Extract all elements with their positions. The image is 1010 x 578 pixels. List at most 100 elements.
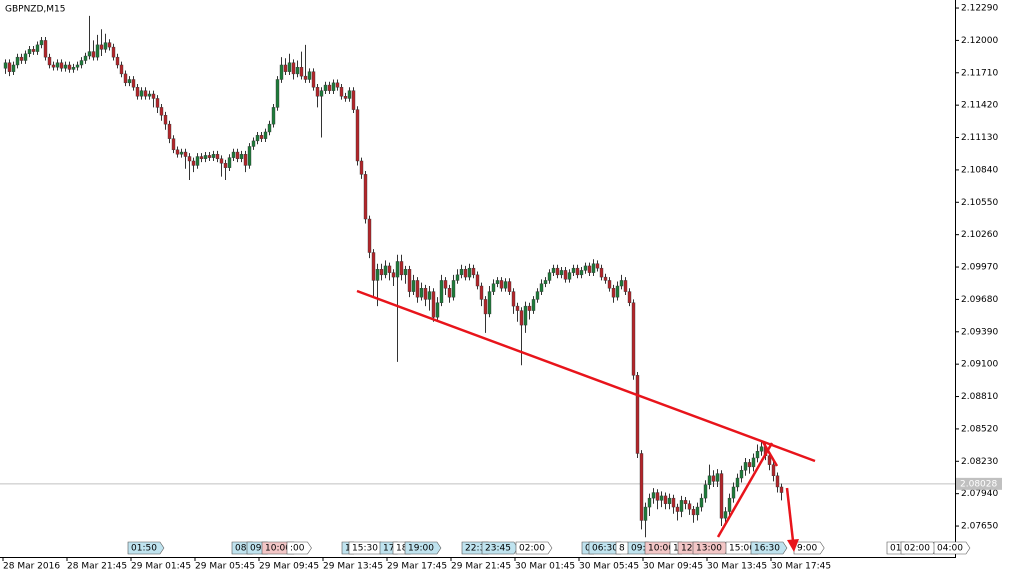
candle-body [7,62,12,72]
event-tag-label: 06:30 [592,544,618,554]
candle-body [479,285,484,300]
candle-body [731,486,736,499]
y-tick-label: 2.10260 [961,230,998,240]
current-price-box [956,477,1002,490]
candle-body [555,267,560,276]
y-tick-label: 2.09970 [961,263,998,273]
candle-body [275,79,280,108]
candle-body [507,281,512,292]
candle-body [659,495,664,501]
candle-body [315,87,320,97]
candle-body [671,497,676,508]
candle-body [775,475,780,488]
y-tick-label: 2.11710 [961,68,998,78]
candle-body [87,51,92,57]
event-tag-label: 02:00 [904,544,930,554]
event-tag: 04:00 [933,541,971,555]
trend-line [761,441,779,467]
candle-body [619,280,624,287]
event-tag-label: 15:00 [729,544,755,554]
candle-body [191,160,196,166]
candle-body [567,272,572,280]
candle-body [399,261,404,276]
candle-body [535,291,540,300]
candle-body [143,90,148,97]
candle-body [443,280,448,289]
candle-body [687,503,692,510]
candle-body [439,280,444,303]
candle-body [135,87,140,97]
event-tag-label: 02:00 [519,544,545,554]
candle-body [647,497,652,508]
event-tag: 23:45 [481,541,519,555]
candle-body [703,484,708,499]
plot: 2.12290 2.12000 2.11710 2.11420 2.11130 2.108… [0,4,1002,572]
candle-body [655,492,660,501]
arrow-head [787,539,799,552]
candle-body [471,267,476,276]
candle-body [83,55,88,61]
candle-body [287,62,292,72]
candle-body [195,156,200,166]
candle-body [219,158,224,164]
candle-body [447,288,452,298]
candle-body [63,64,68,69]
candle-body [607,280,612,289]
candle-body [355,109,360,162]
candle-body [523,305,528,326]
x-tick-label: 29 Mar 17:45 [387,562,447,572]
candle-body [171,138,176,151]
candle-body [495,280,500,284]
candle-body [699,497,704,508]
candle-body [183,151,188,157]
event-tag: 19:00 [404,541,442,555]
candle-body [683,500,688,504]
candle-body [403,269,408,276]
candle-body [615,285,620,298]
trend-line [716,442,774,538]
candle-body [187,156,192,162]
candle-body [743,462,748,471]
x-tick-label: 29 Mar 09:45 [259,562,319,572]
x-tick-label: 28 Mar 21:45 [67,562,127,572]
candle-body [39,40,44,46]
candle-body [715,473,720,482]
candle-body [435,302,440,318]
candle-body [707,475,712,485]
event-tag-label: 1 [673,544,679,554]
event-tag-label: 15:30 [352,544,378,554]
candle-body [259,135,264,139]
event-tag-label: 22:3 [465,544,485,554]
candle-body [711,475,716,482]
candle-body [151,93,156,99]
y-tick-label: 2.10550 [961,198,998,208]
y-tick-label: 2.12000 [961,36,998,46]
x-tick-label: 28 Mar 2016 [3,562,60,572]
candle-body [527,305,532,311]
x-tick-label: 29 Mar 13:45 [323,562,383,572]
candle-body [127,79,132,84]
candle-body [575,267,580,276]
candle-body [247,146,252,166]
candle-body [203,155,208,159]
candle-body [451,280,456,298]
y-tick-label: 2.09100 [961,360,998,370]
y-tick-label: 2.07940 [961,489,998,499]
candle-body [283,64,288,72]
candle-body [767,455,772,465]
y-tick-label: 2.08520 [961,424,998,434]
candle-body [159,107,164,116]
event-tag-label: :00 [290,544,305,554]
candle-body [735,477,740,488]
x-tick-label: 30 Mar 01:45 [515,562,575,572]
event-tag: 13:00 [692,541,730,555]
x-tick-label: 29 Mar 01:45 [131,562,191,572]
event-tag-box [127,541,165,555]
candle-body [271,107,276,125]
candle-body [587,265,592,273]
candle-body [335,82,340,88]
candle-body [347,90,352,99]
candle-body [459,269,464,276]
event-tag-label: 0 [585,544,591,554]
candle-body [779,486,784,493]
